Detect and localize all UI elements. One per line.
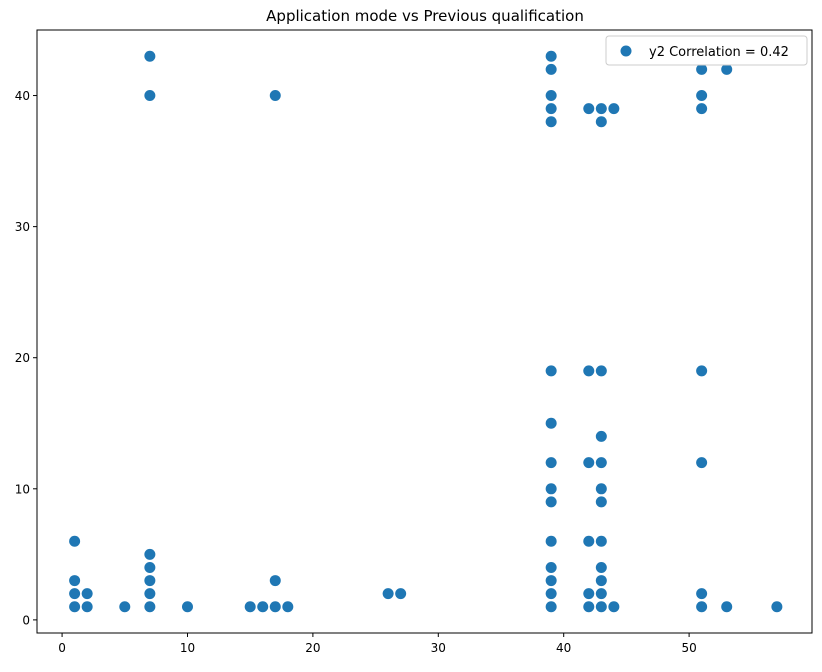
y-tick-label: 0 <box>22 613 30 627</box>
scatter-point <box>608 103 620 115</box>
scatter-point <box>144 575 156 587</box>
scatter-point <box>244 601 256 613</box>
y-tick-label: 20 <box>15 351 30 365</box>
scatter-point <box>269 601 281 613</box>
scatter-point <box>595 365 607 377</box>
scatter-point <box>545 50 557 62</box>
scatter-point <box>119 601 131 613</box>
scatter-point <box>696 457 708 469</box>
scatter-point <box>545 90 557 102</box>
scatter-point <box>545 588 557 600</box>
scatter-point <box>545 365 557 377</box>
scatter-point <box>595 103 607 115</box>
scatter-point <box>545 63 557 75</box>
y-tick-label: 30 <box>15 220 30 234</box>
scatter-point <box>382 588 394 600</box>
scatter-point <box>721 601 733 613</box>
scatter-point <box>545 483 557 495</box>
scatter-point <box>144 601 156 613</box>
scatter-point <box>595 116 607 128</box>
x-tick-label: 20 <box>305 641 320 655</box>
scatter-point <box>144 561 156 573</box>
scatter-point <box>583 601 595 613</box>
scatter-point <box>595 535 607 547</box>
scatter-point <box>721 63 733 75</box>
scatter-point <box>583 103 595 115</box>
scatter-point <box>282 601 294 613</box>
legend-marker <box>620 45 632 57</box>
scatter-point <box>545 417 557 429</box>
scatter-point <box>595 483 607 495</box>
scatter-point <box>696 63 708 75</box>
y-tick-label: 10 <box>15 482 30 496</box>
scatter-point <box>595 430 607 442</box>
scatter-point <box>545 103 557 115</box>
scatter-point <box>696 588 708 600</box>
scatter-point <box>696 90 708 102</box>
legend-label: y2 Correlation = 0.42 <box>649 45 789 60</box>
scatter-point <box>69 575 81 587</box>
chart-title: Application mode vs Previous qualificati… <box>266 7 584 25</box>
scatter-point <box>269 90 281 102</box>
scatter-point <box>144 50 156 62</box>
scatter-point <box>595 588 607 600</box>
scatter-point <box>81 588 93 600</box>
scatter-point <box>771 601 783 613</box>
scatter-point <box>144 548 156 560</box>
x-tick-label: 30 <box>431 641 446 655</box>
scatter-point <box>595 561 607 573</box>
scatter-point <box>595 496 607 508</box>
plot-frame <box>36 29 813 634</box>
scatter-point <box>545 496 557 508</box>
scatter-point <box>144 588 156 600</box>
scatter-point <box>545 116 557 128</box>
scatter-point <box>595 601 607 613</box>
x-tick-label: 0 <box>58 641 66 655</box>
scatter-point <box>595 575 607 587</box>
axes-layer: 0 10 20 30 40 50 0 10 20 30 40 <box>15 29 813 655</box>
scatter-point <box>583 588 595 600</box>
y-tick-label: 40 <box>15 89 30 103</box>
x-tick-label: 10 <box>180 641 195 655</box>
scatter-point <box>583 535 595 547</box>
scatter-point <box>269 575 281 587</box>
scatter-point <box>545 575 557 587</box>
scatter-point <box>545 457 557 469</box>
scatter-point <box>545 601 557 613</box>
scatter-point <box>181 601 193 613</box>
scatter-point <box>583 365 595 377</box>
scatter-point <box>144 90 156 102</box>
x-tick-label: 40 <box>556 641 571 655</box>
scatter-point <box>257 601 269 613</box>
x-tick-label: 50 <box>681 641 696 655</box>
scatter-point <box>595 457 607 469</box>
scatter-point <box>69 588 81 600</box>
scatter-point <box>608 601 620 613</box>
scatter-point <box>69 535 81 547</box>
scatter-point <box>696 365 708 377</box>
scatter-point <box>545 535 557 547</box>
scatter-point <box>696 601 708 613</box>
legend: y2 Correlation = 0.42 <box>605 35 808 66</box>
scatter-point <box>696 103 708 115</box>
scatter-point <box>69 601 81 613</box>
points-layer <box>69 50 783 613</box>
legend-box <box>605 35 808 66</box>
scatter-point <box>583 457 595 469</box>
scatter-point <box>545 561 557 573</box>
scatter-point <box>395 588 407 600</box>
scatter-point <box>81 601 93 613</box>
